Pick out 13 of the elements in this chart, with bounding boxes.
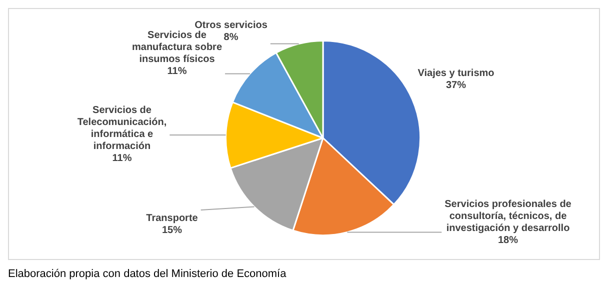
data-label: 15% [162, 224, 182, 236]
text: Elaboración propia con datos del Ministerio de Economía [8, 268, 288, 280]
data-label: 18% [498, 234, 518, 246]
slice-label: Servicios de manufactura sobre insumos físicos [132, 30, 222, 65]
slice-label: Servicios profesionales de consultoría, técnicos, de investigación y desarrollo [444, 198, 572, 234]
data-label: 8% [224, 32, 238, 43]
slice-label: Viajes y turismo [418, 68, 494, 79]
slice-label: Servicios de Telecomunicación, informática e información [77, 104, 167, 152]
slice-label: Transporte [146, 212, 198, 224]
data-label: 37% [446, 80, 466, 91]
data-label: 11% [112, 152, 132, 164]
slice-label: Otros servicios [194, 20, 268, 31]
data-label: 11% [167, 66, 187, 77]
